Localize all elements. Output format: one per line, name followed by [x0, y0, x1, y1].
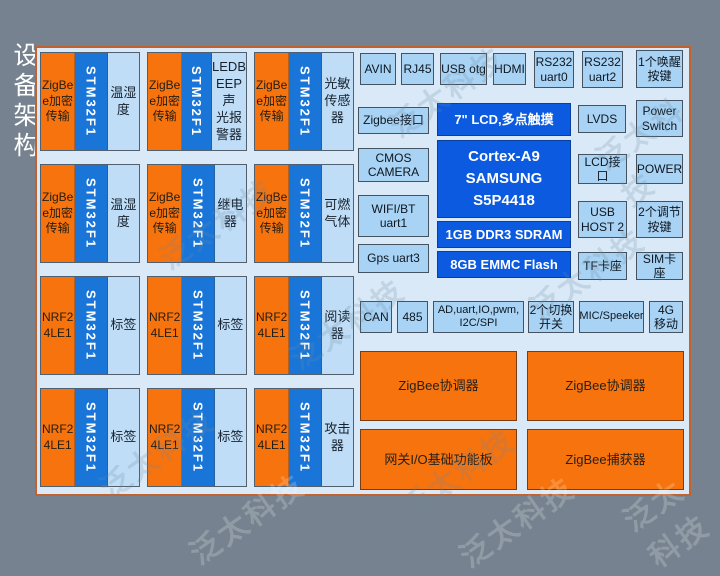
- zigbee-coordinator-board-2: ZigBee协调器: [527, 351, 684, 421]
- lcd-touch-block: 7" LCD,多点触摸: [437, 103, 571, 136]
- device-label-block: 可燃 气体: [321, 165, 354, 262]
- zigbee-interface-block: Zigbee接口: [358, 107, 429, 134]
- sim-card-slot-block: SIM卡座: [636, 252, 683, 280]
- radio-module-block: ZigBe e加密 传输: [148, 165, 183, 262]
- wifi-bt-uart1-block: WIFI/BT uart1: [358, 195, 429, 237]
- device-label-block: 标签: [214, 389, 246, 486]
- emmc-flash-block: 8GB EMMC Flash: [437, 251, 571, 278]
- port-avin: AVIN: [360, 53, 396, 85]
- module-4g-mobile: 4G 移动: [649, 301, 683, 333]
- mcu-label: STM32F1: [83, 401, 99, 474]
- cmos-camera-block: CMOS CAMERA: [358, 148, 429, 182]
- lvds-block: LVDS: [578, 105, 626, 133]
- mcu-stm32f1-block: STM32F1: [75, 389, 108, 486]
- page-title-vertical: 设备架构: [10, 42, 38, 162]
- mcu-stm32f1-block: STM32F1: [75, 165, 108, 262]
- mcu-label: STM32F1: [297, 289, 313, 362]
- mcu-label: STM32F1: [189, 65, 205, 138]
- power-block: POWER: [636, 154, 683, 184]
- sensor-node-group: NRF2 4LE1 STM32F1 标签: [147, 388, 247, 487]
- zigbee-coordinator-board-1: ZigBee协调器: [360, 351, 517, 421]
- usb-host2-block: USB HOST 2: [578, 201, 627, 238]
- port-usb-otg: USB otg: [440, 53, 487, 85]
- port-rs232-uart0: RS232 uart0: [534, 51, 574, 88]
- mcu-stm32f1-block: STM32F1: [75, 277, 108, 374]
- mcu-label: STM32F1: [190, 401, 206, 474]
- device-label-block: 温湿 度: [107, 53, 140, 150]
- mic-speaker-block: MIC/Speeker: [579, 301, 644, 333]
- sensor-node-group: NRF2 4LE1 STM32F1 标签: [147, 276, 247, 375]
- can-bus-block: CAN: [360, 301, 392, 333]
- port-rs232-uart2: RS232 uart2: [582, 51, 623, 88]
- mcu-stm32f1-block: STM32F1: [182, 389, 215, 486]
- radio-module-block: ZigBe e加密 传输: [255, 53, 290, 150]
- sensor-node-grid: ZigBe e加密 传输 STM32F1 温湿 度 ZigBe e加密 传输 S…: [40, 52, 354, 487]
- mcu-label: STM32F1: [297, 401, 313, 474]
- soc-cortex-a9-block: Cortex-A9 SAMSUNG S5P4418: [437, 140, 571, 218]
- mcu-stm32f1-block: STM32F1: [182, 53, 213, 150]
- tf-card-slot-block: TF卡座: [578, 252, 627, 280]
- mcu-label: STM32F1: [83, 289, 99, 362]
- sensor-node-group: NRF2 4LE1 STM32F1 标签: [40, 276, 140, 375]
- device-label-block: 标签: [214, 277, 246, 374]
- mcu-label: STM32F1: [297, 65, 313, 138]
- radio-module-block: ZigBe e加密 传输: [41, 165, 76, 262]
- ddr3-sdram-block: 1GB DDR3 SDRAM: [437, 221, 571, 248]
- rs485-block: 485: [397, 301, 428, 333]
- gateway-io-board: 网关I/O基础功能板: [360, 429, 517, 490]
- sensor-node-group: ZigBe e加密 传输 STM32F1 光敏 传感 器: [254, 52, 354, 151]
- radio-module-block: NRF2 4LE1: [41, 389, 76, 486]
- lcd-interface-block: LCD接口: [578, 154, 627, 184]
- mcu-label: STM32F1: [190, 177, 206, 250]
- mcu-stm32f1-block: STM32F1: [289, 277, 322, 374]
- sensor-node-group: NRF2 4LE1 STM32F1 攻击 器: [254, 388, 354, 487]
- ad-uart-io-pwm-block: AD,uart,IO,pwm, I2C/SPI: [433, 301, 524, 333]
- radio-module-block: NRF2 4LE1: [255, 277, 290, 374]
- mcu-label: STM32F1: [83, 65, 99, 138]
- port-rj45: RJ45: [401, 53, 434, 85]
- device-label-block: 标签: [107, 277, 139, 374]
- port-hdmi: HDMI: [493, 53, 526, 85]
- sensor-node-group: NRF2 4LE1 STM32F1 标签: [40, 388, 140, 487]
- toggle-switch-block: 2个切换 开关: [528, 301, 574, 333]
- radio-module-block: NRF2 4LE1: [41, 277, 76, 374]
- mcu-label: STM32F1: [297, 177, 313, 250]
- mcu-label: STM32F1: [190, 289, 206, 362]
- mcu-stm32f1-block: STM32F1: [289, 53, 322, 150]
- zigbee-sniffer-board: ZigBee捕获器: [527, 429, 684, 490]
- mcu-stm32f1-block: STM32F1: [182, 277, 215, 374]
- mcu-stm32f1-block: STM32F1: [75, 53, 108, 150]
- device-label-block: 标签: [107, 389, 139, 486]
- radio-module-block: ZigBe e加密 传输: [255, 165, 290, 262]
- device-label-block: 阅读 器: [321, 277, 353, 374]
- power-switch-block: Power Switch: [636, 100, 683, 137]
- mcu-stm32f1-block: STM32F1: [289, 389, 322, 486]
- radio-module-block: NRF2 4LE1: [255, 389, 290, 486]
- device-label-block: 继电 器: [214, 165, 247, 262]
- sensor-node-group: ZigBe e加密 传输 STM32F1 继电 器: [147, 164, 247, 263]
- wakeup-key-block: 1个唤醒 按键: [636, 50, 683, 88]
- mcu-stm32f1-block: STM32F1: [289, 165, 322, 262]
- device-label-block: LEDB EEP声 光报 警器: [212, 53, 246, 150]
- radio-module-block: ZigBe e加密 传输: [41, 53, 76, 150]
- device-label-block: 光敏 传感 器: [321, 53, 354, 150]
- device-label-block: 温湿 度: [107, 165, 140, 262]
- adjust-keys-block: 2个调节 按键: [636, 201, 683, 238]
- sensor-node-group: ZigBe e加密 传输 STM32F1 LEDB EEP声 光报 警器: [147, 52, 247, 151]
- mcu-label: STM32F1: [83, 177, 99, 250]
- gps-uart3-block: Gps uart3: [358, 244, 429, 273]
- mcu-stm32f1-block: STM32F1: [182, 165, 215, 262]
- device-label-block: 攻击 器: [321, 389, 353, 486]
- sensor-node-group: ZigBe e加密 传输 STM32F1 温湿 度: [40, 164, 140, 263]
- sensor-node-group: ZigBe e加密 传输 STM32F1 温湿 度: [40, 52, 140, 151]
- radio-module-block: NRF2 4LE1: [148, 389, 183, 486]
- sensor-node-group: NRF2 4LE1 STM32F1 阅读 器: [254, 276, 354, 375]
- sensor-node-group: ZigBe e加密 传输 STM32F1 可燃 气体: [254, 164, 354, 263]
- radio-module-block: ZigBe e加密 传输: [148, 53, 183, 150]
- radio-module-block: NRF2 4LE1: [148, 277, 183, 374]
